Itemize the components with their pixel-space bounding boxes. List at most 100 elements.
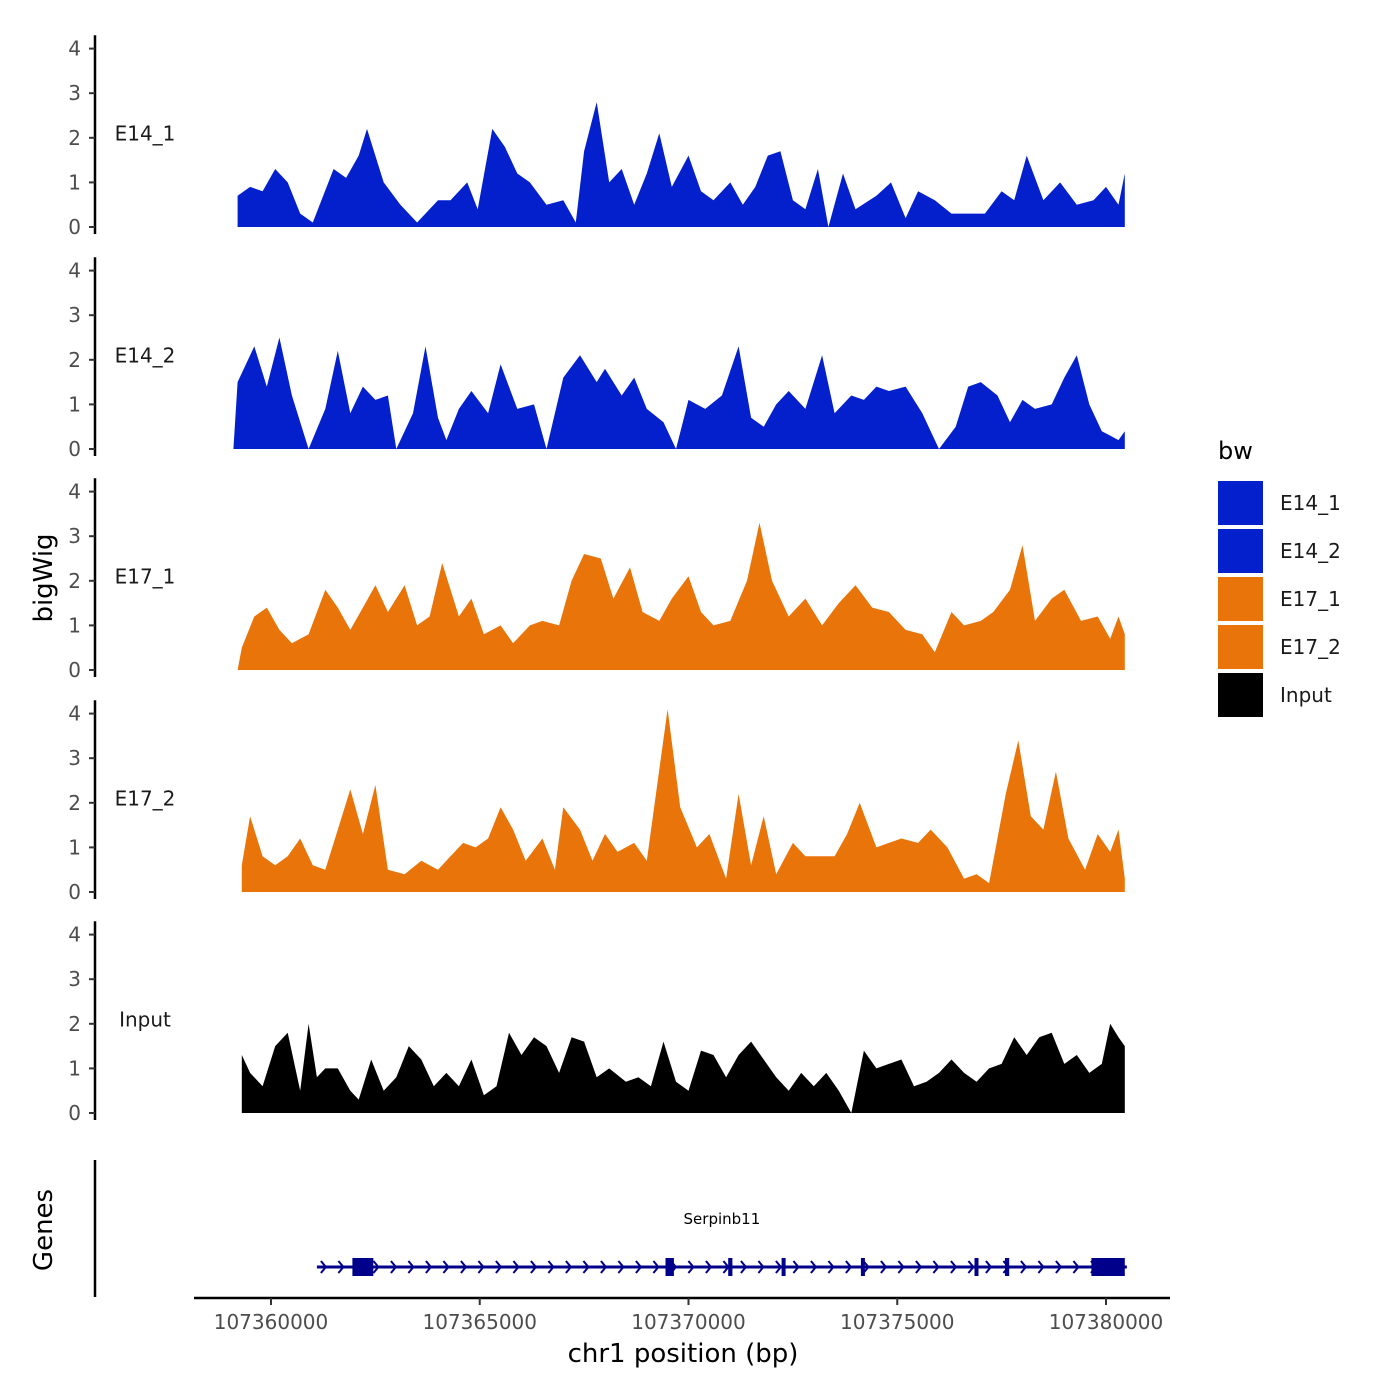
strand-arrow <box>827 1260 835 1274</box>
x-tick-label: 107380000 <box>1049 1310 1164 1334</box>
strand-arrow <box>985 1260 993 1274</box>
y-tick-label: 3 <box>68 303 81 327</box>
gene-exon <box>352 1258 374 1276</box>
y-axis-title: bigWig <box>29 533 59 622</box>
track-E14_1: 0 1 2 3 4 E14_1 <box>68 35 1125 239</box>
gene-exon <box>781 1258 786 1276</box>
strand-arrow <box>775 1260 783 1274</box>
y-tick-label: 1 <box>68 170 81 194</box>
y-tick-label: 4 <box>68 480 81 504</box>
legend-label: E14_1 <box>1280 491 1341 515</box>
track-label: E17_2 <box>115 786 176 810</box>
y-tick-label: 1 <box>68 392 81 416</box>
y-tick-label: 2 <box>68 126 81 150</box>
track-label: E14_2 <box>115 343 176 367</box>
legend-label: Input <box>1280 683 1332 707</box>
strand-arrow <box>862 1260 870 1274</box>
legend-label: E14_2 <box>1280 539 1341 563</box>
y-tick-label: 3 <box>68 967 81 991</box>
legend-swatch <box>1218 673 1263 717</box>
strand-arrow <box>810 1260 818 1274</box>
coverage-area <box>241 1023 1125 1113</box>
gene-exon <box>665 1258 674 1276</box>
coverage-area <box>241 709 1125 892</box>
y-tick-label: 2 <box>68 1012 81 1036</box>
strand-arrow <box>407 1260 415 1274</box>
track-E17_2: 0 1 2 3 4 E17_2 <box>68 700 1125 904</box>
y-tick-label: 3 <box>68 746 81 770</box>
strand-arrow <box>792 1260 800 1274</box>
y-tick-label: 4 <box>68 37 81 61</box>
x-tick-label: 107370000 <box>631 1310 746 1334</box>
genes-layer: Serpinb11 <box>93 1160 1127 1297</box>
coverage-area <box>237 102 1125 227</box>
strand-arrow <box>635 1260 643 1274</box>
strand-arrow <box>512 1260 520 1274</box>
legend-label: E17_2 <box>1280 635 1341 659</box>
x-tick-label: 107365000 <box>422 1310 537 1334</box>
x-tick-label: 107360000 <box>214 1310 329 1334</box>
x-axis: 107360000 107365000 107370000 107375000 1073… <box>194 1296 1170 1334</box>
strand-arrow <box>460 1260 468 1274</box>
gene-exon <box>860 1258 865 1276</box>
y-tick-label: 3 <box>68 81 81 105</box>
y-tick-label: 0 <box>68 437 81 461</box>
y-tick-label: 4 <box>68 702 81 726</box>
y-tick-label: 0 <box>68 1101 81 1125</box>
x-tick-label: 107375000 <box>840 1310 955 1334</box>
strand-arrow <box>442 1260 450 1274</box>
track-label: E17_1 <box>115 564 176 588</box>
y-tick-label: 0 <box>68 880 81 904</box>
legend-label: E17_1 <box>1280 587 1341 611</box>
track-label: Input <box>119 1007 171 1031</box>
strand-arrow <box>582 1260 590 1274</box>
strand-arrow <box>880 1260 888 1274</box>
strand-arrow <box>1072 1260 1080 1274</box>
y-tick-label: 1 <box>68 835 81 859</box>
y-tick-label: 0 <box>68 658 81 682</box>
strand-arrow <box>652 1260 660 1274</box>
y-tick-label: 1 <box>68 613 81 637</box>
legend-title: bw <box>1218 437 1253 465</box>
strand-arrow <box>320 1260 328 1274</box>
strand-arrow <box>897 1260 905 1274</box>
strand-arrow <box>547 1260 555 1274</box>
track-Input: 0 1 2 3 4 Input <box>68 921 1125 1125</box>
gene-exon <box>1091 1258 1125 1276</box>
gene-exon <box>1005 1258 1010 1276</box>
legend: bw E14_1 E14_2 E17_1 E17_2 Input <box>1218 437 1341 717</box>
gene-exon <box>728 1258 733 1276</box>
strand-arrow <box>740 1260 748 1274</box>
legend-swatch <box>1218 625 1263 669</box>
track-E14_2: 0 1 2 3 4 E14_2 <box>68 257 1125 461</box>
x-axis-title: chr1 position (bp) <box>568 1339 799 1369</box>
gene-name-label: Serpinb11 <box>684 1210 761 1228</box>
track-E17_1: 0 1 2 3 4 E17_1 <box>68 478 1125 682</box>
strand-arrow <box>1055 1260 1063 1274</box>
strand-arrow <box>845 1260 853 1274</box>
y-tick-label: 4 <box>68 923 81 947</box>
strand-arrow <box>530 1260 538 1274</box>
y-tick-label: 2 <box>68 348 81 372</box>
legend-swatch <box>1218 481 1263 525</box>
strand-arrow <box>565 1260 573 1274</box>
strand-arrow <box>757 1260 765 1274</box>
strand-arrow <box>967 1260 975 1274</box>
legend-swatch <box>1218 577 1263 621</box>
legend-swatch <box>1218 529 1263 573</box>
strand-arrow <box>1020 1260 1028 1274</box>
strand-arrow <box>600 1260 608 1274</box>
strand-arrow <box>950 1260 958 1274</box>
strand-arrow <box>390 1260 398 1274</box>
coverage-area <box>237 522 1125 670</box>
strand-arrow <box>687 1260 695 1274</box>
strand-arrow <box>932 1260 940 1274</box>
y-tick-label: 3 <box>68 524 81 548</box>
strand-arrow <box>705 1260 713 1274</box>
strand-arrow <box>372 1260 380 1274</box>
strand-arrow <box>425 1260 433 1274</box>
strand-arrow <box>915 1260 923 1274</box>
strand-arrow <box>1037 1260 1045 1274</box>
strand-arrow <box>495 1260 503 1274</box>
strand-arrow <box>477 1260 485 1274</box>
